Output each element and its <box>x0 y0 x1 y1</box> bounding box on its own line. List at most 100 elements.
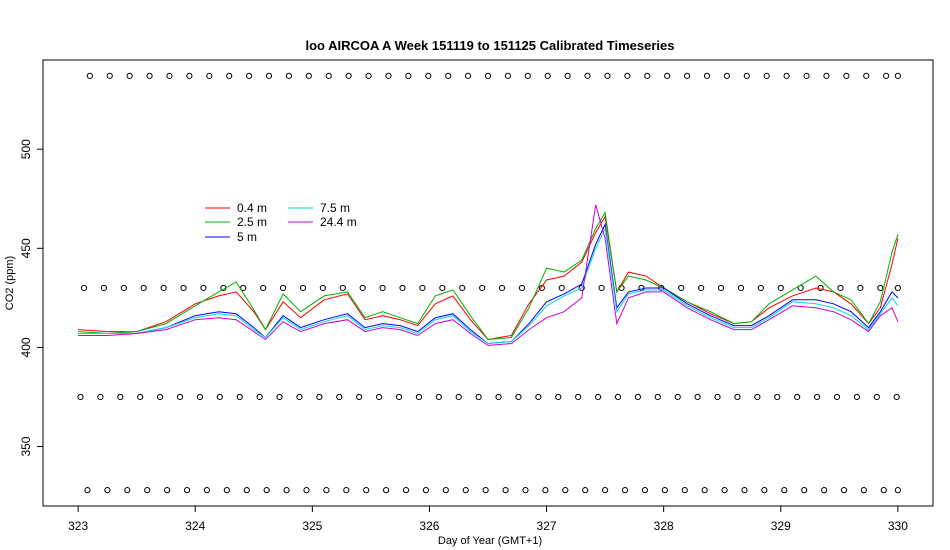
status-marker <box>445 72 452 79</box>
status-marker <box>877 284 884 292</box>
status-marker <box>383 487 390 494</box>
status-marker <box>721 487 728 494</box>
status-marker <box>323 487 330 494</box>
status-marker <box>801 487 808 494</box>
status-marker <box>126 72 133 79</box>
status-marker <box>681 487 688 494</box>
status-marker <box>435 393 442 401</box>
status-marker <box>644 72 651 79</box>
status-marker <box>717 284 725 292</box>
status-marker <box>183 487 191 494</box>
status-marker <box>883 72 890 79</box>
status-marker <box>402 487 410 494</box>
status-marker <box>783 72 790 79</box>
legend-label: 7.5 m <box>320 201 350 215</box>
status-marker <box>843 72 850 79</box>
status-marker <box>840 487 848 494</box>
status-marker <box>439 284 446 292</box>
legend-label: 2.5 m <box>237 215 267 229</box>
status-marker <box>502 487 509 494</box>
series-line-0-4-m <box>78 215 899 341</box>
status-marker <box>535 393 542 401</box>
status-marker <box>97 393 104 401</box>
status-marker <box>544 72 551 79</box>
status-marker <box>316 393 323 401</box>
status-marker <box>144 487 151 494</box>
status-marker <box>137 393 144 401</box>
status-marker <box>223 487 230 494</box>
status-marker <box>737 284 745 292</box>
status-marker <box>422 487 430 494</box>
status-marker <box>226 72 233 79</box>
status-marker <box>359 284 366 292</box>
status-marker <box>375 393 383 401</box>
status-marker <box>683 72 691 79</box>
status-marker <box>674 393 681 401</box>
status-marker <box>216 393 223 401</box>
status-marker <box>240 284 247 292</box>
status-marker <box>654 393 661 401</box>
status-marker <box>319 284 326 292</box>
status-marker <box>415 393 423 401</box>
y-tick-label: 350 <box>19 436 33 456</box>
status-marker <box>395 393 403 401</box>
status-marker <box>777 284 784 292</box>
status-marker <box>164 487 171 494</box>
status-marker <box>345 72 352 79</box>
status-marker <box>714 393 721 401</box>
status-marker <box>820 487 828 494</box>
legend-label: 24.4 m <box>320 215 357 229</box>
status-marker <box>781 487 788 494</box>
status-marker <box>203 487 211 494</box>
status-marker <box>757 284 764 292</box>
status-marker <box>379 284 386 292</box>
status-marker <box>880 487 887 494</box>
chart-title: loo AIRCOA A Week 151119 to 151125 Calib… <box>306 38 675 53</box>
status-marker <box>664 72 671 79</box>
x-tick-label: 330 <box>888 519 908 533</box>
status-marker <box>894 72 901 79</box>
status-marker <box>296 393 303 401</box>
status-marker <box>365 72 372 79</box>
status-marker <box>794 393 801 401</box>
status-marker <box>761 487 768 494</box>
series-line-24-4-m <box>78 204 899 346</box>
status-marker <box>598 284 605 292</box>
y-tick-label: 400 <box>19 337 33 357</box>
status-marker <box>305 72 312 79</box>
status-marker <box>236 393 243 401</box>
series-line-2-5-m <box>78 211 899 341</box>
status-marker <box>522 487 529 494</box>
status-marker <box>120 284 127 292</box>
status-marker <box>803 72 810 79</box>
status-marker <box>246 72 253 79</box>
status-marker <box>484 72 492 79</box>
status-marker <box>621 487 629 494</box>
status-marker <box>464 72 472 79</box>
status-marker <box>279 284 287 292</box>
status-marker <box>893 393 900 401</box>
y-axis-label: CO2 (ppm) <box>4 256 16 310</box>
status-marker <box>813 393 821 401</box>
status-marker <box>455 393 462 401</box>
status-marker <box>186 72 193 79</box>
x-tick-label: 327 <box>537 519 557 533</box>
legend-label: 0.4 m <box>237 201 267 215</box>
status-marker <box>723 72 730 79</box>
status-marker <box>495 393 502 401</box>
y-tick-label: 500 <box>19 139 33 159</box>
status-marker <box>260 284 267 292</box>
status-marker <box>263 487 270 494</box>
status-marker <box>405 72 412 79</box>
x-tick-label: 325 <box>302 519 322 533</box>
status-marker <box>562 487 569 494</box>
status-marker <box>894 487 901 494</box>
status-marker <box>339 284 346 292</box>
status-marker <box>276 393 283 401</box>
status-marker <box>265 72 273 79</box>
y-tick-label: 450 <box>19 238 33 258</box>
status-marker <box>77 393 84 401</box>
status-marker <box>285 72 293 79</box>
status-marker <box>84 487 91 494</box>
